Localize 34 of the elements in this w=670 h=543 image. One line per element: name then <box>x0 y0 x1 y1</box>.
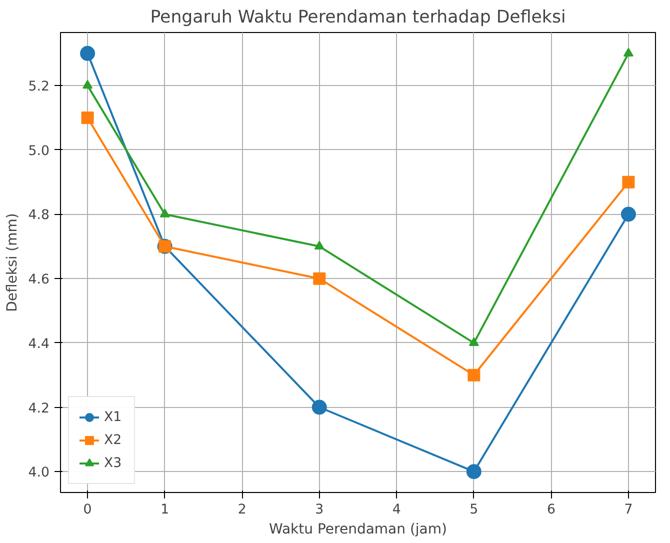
legend-label: X1 <box>104 410 123 424</box>
x-tick-label: 4 <box>392 502 401 518</box>
x-tick-label: 2 <box>238 502 246 518</box>
x-tick-label: 1 <box>160 502 170 518</box>
y-tick-label: 4.6 <box>28 272 50 288</box>
chart-title: Pengaruh Waktu Perendaman terhadap Defleksi <box>150 8 566 28</box>
x-tick-label: 6 <box>546 502 556 518</box>
x-tick-label: 7 <box>624 502 633 518</box>
point <box>623 48 634 57</box>
point <box>312 400 327 415</box>
x-tick-label: 3 <box>315 502 324 518</box>
point <box>81 111 94 124</box>
x-tick-label: 5 <box>470 502 478 518</box>
x-tick-label: 0 <box>83 502 92 518</box>
y-tick-label: 5.0 <box>28 144 50 159</box>
x-axis-title: Waktu Perendaman (jam) <box>269 522 447 538</box>
legend-label: X3 <box>104 456 123 470</box>
point <box>468 368 480 382</box>
point <box>314 240 324 250</box>
y-tick-label: 4.8 <box>28 208 50 224</box>
point <box>160 208 170 218</box>
point <box>622 176 635 188</box>
point <box>82 80 93 89</box>
point <box>468 337 479 346</box>
y-tick-label: 5.2 <box>28 80 50 95</box>
y-tick-label: 4.2 <box>28 401 50 416</box>
point <box>620 206 636 222</box>
y-axis-title: Defleksi (mm) <box>4 213 20 312</box>
y-tick-label: 4.0 <box>28 466 50 481</box>
point <box>313 272 326 285</box>
point <box>466 464 482 480</box>
legend-label: X2 <box>104 432 123 448</box>
y-tick-label: 4.4 <box>28 336 50 352</box>
point <box>80 46 96 61</box>
